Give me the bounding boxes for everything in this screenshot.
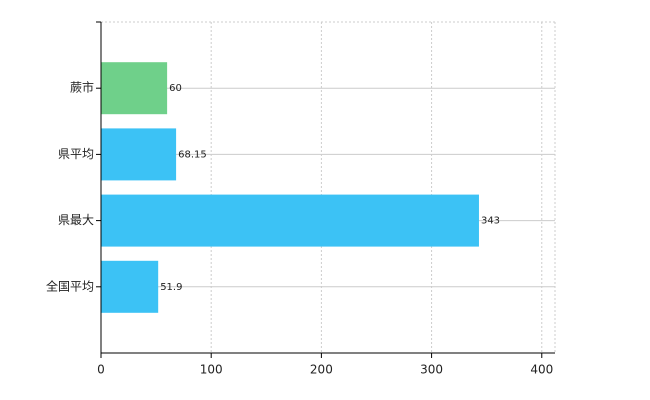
bar (101, 62, 168, 115)
x-tick-label: 400 (530, 363, 553, 377)
x-tick-label: 0 (97, 363, 105, 377)
x-tick-label: 100 (200, 363, 223, 377)
value-label: 60 (169, 83, 182, 94)
value-label: 68.15 (178, 149, 207, 160)
x-tick-label: 300 (420, 363, 443, 377)
value-label: 51.9 (160, 282, 182, 293)
x-tick-label: 200 (310, 363, 333, 377)
bar (101, 128, 177, 181)
y-tick-label: 蕨市 (70, 80, 94, 95)
bar (101, 194, 479, 247)
y-tick-label: 県最大 (58, 213, 94, 227)
value-label: 343 (481, 216, 500, 227)
y-tick-label: 県平均 (58, 147, 94, 161)
bar (101, 260, 159, 313)
y-tick-label: 全国平均 (46, 278, 94, 293)
